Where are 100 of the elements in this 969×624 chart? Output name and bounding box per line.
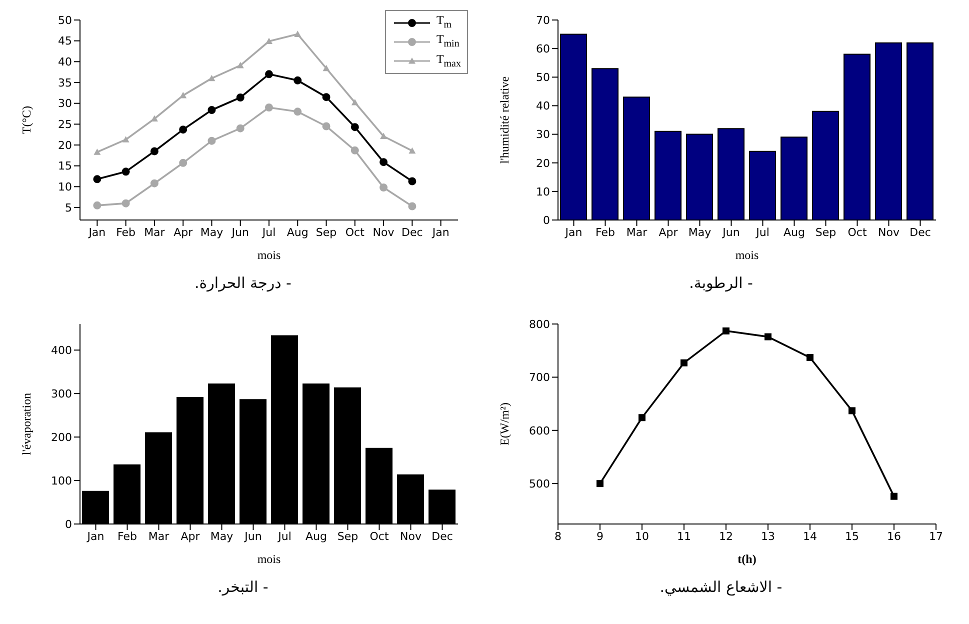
- y-tick-label: 35: [58, 76, 72, 90]
- point: [122, 199, 130, 208]
- point: [236, 62, 244, 68]
- y-tick-label: 70: [536, 14, 550, 27]
- legend-label: T$_{max}$: [436, 52, 461, 72]
- point: [236, 124, 244, 132]
- x-tick-label: Sep: [316, 226, 337, 239]
- point: [408, 177, 416, 186]
- x-tick-label: Jul: [755, 226, 770, 239]
- x-tick-label: 13: [761, 530, 775, 543]
- x-tick-label: Oct: [345, 226, 366, 239]
- x-tick-label: 15: [845, 530, 859, 543]
- point: [294, 108, 302, 116]
- x-axis-title: t(h): [738, 552, 756, 566]
- point: [380, 184, 388, 192]
- x-tick-label: Nov: [878, 226, 900, 239]
- x-tick-label: Apr: [174, 226, 194, 239]
- point: [294, 76, 302, 84]
- x-tick-label: 8: [554, 530, 562, 543]
- point: [764, 333, 772, 340]
- point: [294, 30, 302, 37]
- x-tick-label: Mar: [626, 226, 648, 239]
- x-tick-label: Jul: [261, 226, 276, 239]
- y-tick-label: 45: [58, 34, 72, 48]
- x-tick-label: Mar: [148, 530, 170, 543]
- x-tick-label: 17: [929, 530, 943, 543]
- x-tick-label: Jan: [86, 530, 104, 543]
- x-tick-label: 16: [887, 530, 901, 543]
- y-tick-label: 300: [51, 387, 72, 400]
- y-tick-label: 40: [58, 56, 72, 69]
- point: [680, 359, 688, 366]
- text: - الاشعاع الشمسي.: [658, 578, 784, 596]
- y-tick-label: 40: [536, 100, 550, 113]
- text: - الرطوبة.: [688, 274, 754, 292]
- x-tick-label: Jan: [88, 226, 106, 239]
- point: [150, 179, 158, 188]
- point: [722, 327, 730, 334]
- x-tick-label: 9: [596, 530, 604, 543]
- x-tick-label: Nov: [400, 530, 422, 543]
- point: [180, 92, 187, 98]
- point: [265, 70, 273, 78]
- x-tick-label: Dec: [910, 226, 931, 239]
- x-axis-title: mois: [257, 248, 281, 262]
- x-tick-label: Jul: [277, 530, 292, 543]
- point: [596, 480, 604, 488]
- point: [179, 158, 188, 167]
- x-tick-label: Oct: [370, 530, 390, 543]
- point: [322, 64, 330, 72]
- x-tick-label: Nov: [372, 226, 395, 239]
- x-tick-label: Oct: [848, 226, 868, 239]
- point: [322, 93, 330, 102]
- point: [408, 147, 416, 154]
- y-tick-label: 50: [536, 71, 550, 84]
- point: [266, 38, 272, 44]
- y-tick-label: 200: [51, 430, 72, 444]
- legend-label: T$_{m}$: [436, 13, 452, 32]
- point: [408, 202, 416, 210]
- point: [236, 94, 244, 102]
- x-tick-label: Aug: [286, 226, 308, 239]
- x-tick-label: Apr: [180, 530, 200, 543]
- text: - درجة الحرارة.: [194, 274, 292, 292]
- point: [94, 148, 101, 155]
- point: [380, 132, 388, 140]
- y-tick-label: 5: [65, 201, 72, 214]
- point: [638, 414, 646, 422]
- point: [350, 123, 359, 132]
- x-tick-label: Jun: [230, 226, 249, 239]
- y-tick-label: 100: [51, 474, 72, 488]
- y-tick-label: 20: [536, 156, 550, 170]
- x-tick-label: Dec: [432, 530, 453, 543]
- point: [122, 168, 130, 176]
- x-tick-label: Jun: [722, 226, 740, 239]
- x-tick-label: Jan: [431, 226, 450, 239]
- x-tick-label: 10: [635, 530, 649, 543]
- y-tick-label: 25: [58, 118, 72, 132]
- y-tick-label: 10: [58, 180, 72, 194]
- point: [265, 104, 273, 112]
- x-tick-label: Jan: [564, 226, 582, 239]
- x-tick-label: Aug: [306, 530, 327, 543]
- y-tick-label: 800: [529, 318, 550, 331]
- y-tick-label: 30: [536, 128, 550, 142]
- y-tick-label: 0: [543, 214, 550, 227]
- y-axis-title: E(W/m²): [497, 402, 512, 446]
- y-tick-label: 30: [58, 97, 72, 110]
- x-tick-label: 11: [677, 530, 691, 543]
- point: [848, 407, 856, 414]
- x-tick-label: 14: [803, 530, 817, 543]
- x-tick-label: Mar: [144, 226, 166, 239]
- x-tick-label: Dec: [402, 226, 423, 239]
- x-tick-label: Sep: [815, 226, 836, 239]
- point: [806, 354, 814, 362]
- point: [93, 175, 102, 184]
- y-axis-title: T(°C): [19, 106, 34, 134]
- x-tick-label: May: [210, 530, 234, 543]
- point: [380, 158, 388, 166]
- y-tick-label: 500: [529, 477, 550, 490]
- x-axis-title: mois: [735, 248, 759, 262]
- point: [179, 126, 188, 134]
- point: [350, 146, 359, 154]
- y-axis-title: l'humidité relative: [497, 76, 512, 164]
